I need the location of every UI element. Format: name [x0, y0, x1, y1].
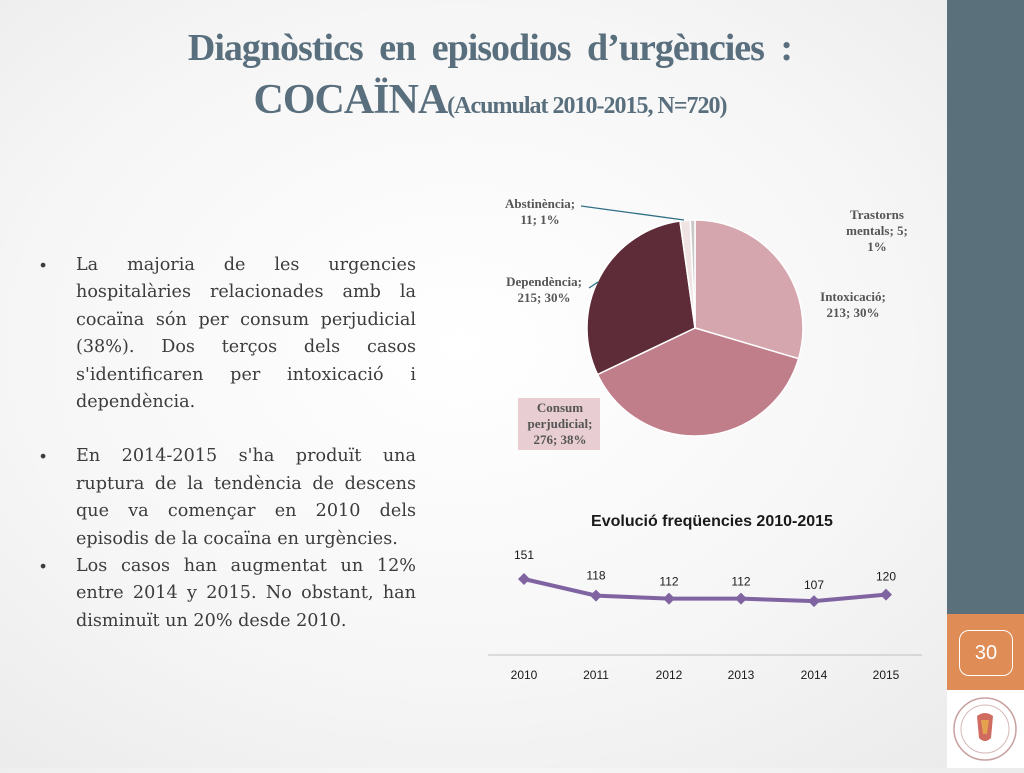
- x-tick-label: 2010: [511, 668, 538, 682]
- data-label: 151: [514, 548, 534, 562]
- pie-label: 1%: [867, 239, 887, 254]
- x-tick-label: 2014: [801, 668, 828, 682]
- x-tick-label: 2015: [873, 668, 900, 682]
- slide-title-line2: COCAÏNA(Acumulat 2010-2015, N=720): [80, 76, 900, 124]
- line-point: [735, 592, 747, 605]
- data-label: 118: [586, 569, 605, 583]
- data-label: 112: [731, 575, 750, 589]
- pie-slice: [694, 219, 804, 360]
- x-tick-label: 2011: [583, 668, 609, 682]
- line-chart: Evolució freqüencies 2010-2015 151 2010 118…: [488, 513, 922, 682]
- pie-label: 215; 30%: [517, 290, 570, 305]
- bullet-item: En 2014-2015 s'ha produït una ruptura de…: [40, 443, 416, 553]
- bullet-list: La majoria de les urgencies hospitalàrie…: [40, 252, 416, 635]
- line-point: [880, 588, 892, 601]
- data-label: 120: [876, 570, 896, 584]
- line-chart-title: Evolució freqüencies 2010-2015: [591, 513, 833, 530]
- pie-slice: [586, 220, 696, 376]
- pie-label-box: [518, 398, 600, 450]
- x-tick-label: 2013: [728, 668, 755, 682]
- line-point: [518, 573, 530, 585]
- line-series: [523, 577, 887, 604]
- bullet-item: Los casos han augmentat un 12% entre 201…: [40, 553, 416, 635]
- title-subtitle: (Acumulat 2010-2015, N=720): [447, 93, 727, 119]
- pie-label: 11; 1%: [520, 212, 559, 227]
- title-main: COCAÏNA: [253, 77, 449, 123]
- pie-label: Consum: [537, 400, 583, 415]
- pie-label: Abstinència;: [505, 196, 575, 211]
- seal-icon: [953, 697, 1017, 761]
- line-point: [663, 592, 675, 605]
- line-point: [590, 589, 602, 602]
- pie-slice: [596, 327, 800, 437]
- institution-seal: [947, 690, 1024, 768]
- data-label: 107: [804, 578, 824, 592]
- pie-label: Trastorns: [850, 207, 904, 222]
- bullet-item: La majoria de les urgencies hospitalàrie…: [40, 252, 416, 416]
- slide-title-line1: Diagnòstics en episodios d’urgències :: [187, 27, 793, 69]
- pie-label: 276; 38%: [533, 432, 586, 447]
- pie-leader-line: [588, 281, 599, 289]
- pie-label: Intoxicació;: [820, 289, 886, 304]
- pie-leader-line: [580, 205, 685, 221]
- page-number: 30: [959, 630, 1013, 676]
- pie-label: perjudicial;: [528, 416, 593, 431]
- pie-label: mentals; 5;: [846, 223, 908, 238]
- x-tick-label: 2012: [656, 668, 683, 682]
- page-number-box: 30: [947, 614, 1024, 690]
- data-label: 112: [659, 575, 678, 589]
- pie-label: 213; 30%: [826, 305, 879, 320]
- pie-label: Dependència;: [506, 274, 582, 289]
- line-point: [808, 595, 820, 608]
- pie-slice: [689, 219, 696, 329]
